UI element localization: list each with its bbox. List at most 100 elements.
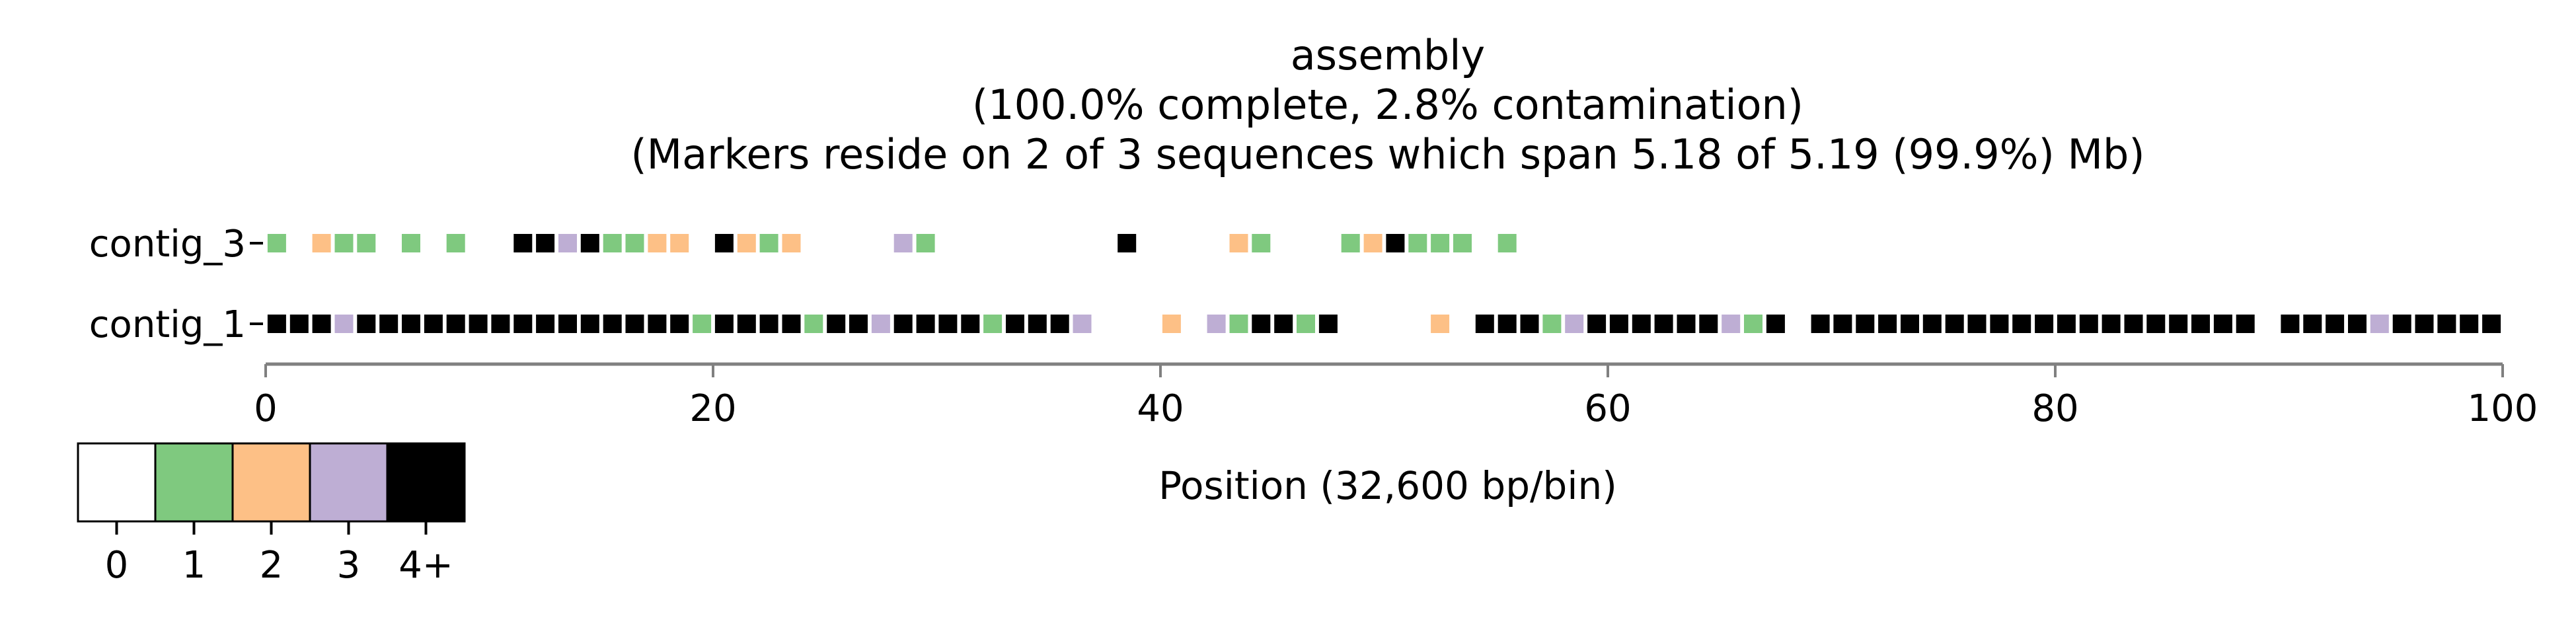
marker-cell-contig_1-bin-16 — [625, 315, 644, 333]
marker-cell-contig_3-bin-52 — [1431, 234, 1450, 252]
marker-cell-contig_3-bin-18 — [670, 234, 689, 252]
marker-cell-contig_1-bin-42 — [1207, 315, 1226, 333]
x-tick-label-80: 80 — [2031, 387, 2078, 430]
marker-cell-contig_1-bin-71 — [1856, 315, 1875, 333]
marker-cell-contig_3-bin-38 — [1118, 234, 1137, 252]
marker-cell-contig_1-bin-36 — [1073, 315, 1092, 333]
marker-cell-contig_1-bin-91 — [2303, 315, 2322, 333]
marker-cell-contig_1-bin-3 — [334, 315, 354, 333]
marker-cell-contig_1-bin-21 — [737, 315, 756, 333]
marker-cell-contig_1-bin-32 — [983, 315, 1003, 333]
marker-cell-contig_1-bin-28 — [893, 315, 913, 333]
marker-cell-contig_3-bin-20 — [714, 234, 734, 252]
marker-cell-contig_1-bin-77 — [1990, 315, 2009, 333]
marker-cell-contig_3-bin-51 — [1408, 234, 1427, 252]
marker-cell-contig_1-bin-73 — [1901, 315, 1919, 333]
marker-cell-contig_1-bin-92 — [2326, 315, 2345, 333]
y-tick-label-contig_3: contig_3 — [89, 223, 246, 266]
legend-swatch-3 — [309, 442, 389, 523]
marker-cell-contig_3-bin-6 — [402, 234, 420, 252]
marker-cell-contig_1-bin-54 — [1475, 315, 1494, 333]
marker-cell-contig_1-bin-80 — [2057, 315, 2076, 333]
marker-cell-contig_1-bin-96 — [2415, 315, 2434, 333]
marker-cell-contig_1-bin-64 — [1699, 315, 1718, 333]
marker-cell-contig_1-bin-93 — [2348, 315, 2367, 333]
marker-cell-contig_1-bin-40 — [1162, 315, 1181, 333]
marker-cell-contig_3-bin-43 — [1229, 234, 1248, 252]
x-tick-label-40: 40 — [1137, 387, 1184, 430]
marker-cell-contig_1-bin-69 — [1811, 315, 1830, 333]
marker-cell-contig_1-bin-19 — [693, 315, 712, 333]
marker-cell-contig_1-bin-15 — [603, 315, 622, 333]
marker-cell-contig_1-bin-95 — [2392, 315, 2411, 333]
marker-cell-contig_3-bin-2 — [312, 234, 331, 252]
legend-label-0: 0 — [105, 544, 129, 587]
marker-cell-contig_1-bin-97 — [2437, 315, 2456, 333]
marker-cell-contig_1-bin-88 — [2236, 315, 2255, 333]
marker-cell-contig_3-bin-44 — [1252, 234, 1271, 252]
marker-cell-contig_1-bin-94 — [2370, 315, 2389, 333]
marker-cell-contig_1-bin-5 — [379, 315, 398, 333]
marker-cell-contig_1-bin-18 — [670, 315, 689, 333]
marker-cell-contig_1-bin-55 — [1497, 315, 1517, 333]
marker-cell-contig_1-bin-63 — [1677, 315, 1696, 333]
marker-cell-contig_3-bin-23 — [782, 234, 801, 252]
marker-cell-contig_1-bin-25 — [827, 315, 846, 333]
marker-cell-contig_1-bin-70 — [1833, 315, 1852, 333]
marker-cell-contig_1-bin-47 — [1318, 315, 1338, 333]
marker-cell-contig_1-bin-58 — [1565, 315, 1584, 333]
marker-cell-contig_3-bin-12 — [536, 234, 555, 252]
color-legend: 0 1 2 3 4+ — [77, 442, 466, 587]
marker-cell-contig_3-bin-28 — [893, 234, 913, 252]
chart-subtitle-markers: (Markers reside on 2 of 3 sequences whic… — [630, 130, 2144, 178]
chart-title: assembly — [1291, 31, 1485, 79]
marker-cell-contig_3-bin-50 — [1386, 234, 1405, 252]
legend-swatch-1 — [154, 442, 234, 523]
marker-cell-contig_1-bin-75 — [1945, 315, 1964, 333]
marker-cell-contig_3-bin-17 — [648, 234, 667, 252]
marker-cell-contig_3-bin-48 — [1341, 234, 1360, 252]
marker-cell-contig_1-bin-59 — [1587, 315, 1607, 333]
marker-cell-contig_1-bin-60 — [1609, 315, 1628, 333]
marker-cell-contig_1-bin-22 — [759, 315, 778, 333]
marker-cell-contig_3-bin-3 — [334, 234, 354, 252]
legend-label-3: 3 — [337, 544, 361, 587]
marker-cell-contig_1-bin-81 — [2079, 315, 2098, 333]
marker-cell-contig_3-bin-22 — [759, 234, 778, 252]
marker-cell-contig_1-bin-62 — [1654, 315, 1673, 333]
marker-cell-contig_1-bin-84 — [2146, 315, 2166, 333]
marker-cell-contig_1-bin-78 — [2012, 315, 2031, 333]
marker-cell-contig_1-bin-1 — [289, 315, 309, 333]
x-axis-label: Position (32,600 bp/bin) — [1158, 463, 1617, 508]
marker-cell-contig_3-bin-16 — [625, 234, 644, 252]
legend-swatch-2 — [231, 442, 311, 523]
marker-cell-contig_1-bin-74 — [1922, 315, 1942, 333]
chart-title-group: assembly (100.0% complete, 2.8% contamin… — [630, 31, 2144, 178]
legend-label-4+: 4+ — [398, 544, 453, 587]
marker-cell-contig_3-bin-11 — [513, 234, 533, 252]
marker-cell-contig_1-bin-2 — [312, 315, 331, 333]
marker-cell-contig_1-bin-79 — [2035, 315, 2054, 333]
marker-cell-contig_1-bin-9 — [469, 315, 488, 333]
x-tick-label-0: 0 — [254, 387, 278, 430]
x-tick-label-60: 60 — [1584, 387, 1631, 430]
marker-cell-contig_1-bin-14 — [580, 315, 599, 333]
marker-cell-contig_3-bin-29 — [916, 234, 935, 252]
marker-cell-contig_1-bin-46 — [1297, 315, 1315, 333]
marker-cell-contig_1-bin-82 — [2102, 315, 2121, 333]
marker-cell-contig_1-bin-45 — [1274, 315, 1293, 333]
marker-cell-contig_1-bin-23 — [782, 315, 801, 333]
marker-cell-contig_1-bin-61 — [1632, 315, 1651, 333]
x-axis: 0 20 40 60 80 100 — [254, 362, 2538, 430]
marker-cell-contig_1-bin-65 — [1722, 315, 1741, 333]
marker-cell-contig_1-bin-6 — [402, 315, 420, 333]
marker-cell-contig_1-bin-8 — [446, 315, 465, 333]
marker-cell-contig_1-bin-4 — [357, 315, 376, 333]
marker-cell-contig_1-bin-90 — [2281, 315, 2300, 333]
marker-cell-contig_3-bin-0 — [267, 234, 286, 252]
marker-cell-contig_3-bin-55 — [1497, 234, 1517, 252]
marker-cell-contig_1-bin-44 — [1252, 315, 1271, 333]
marker-cell-contig_3-bin-8 — [446, 234, 465, 252]
marker-cell-contig_3-bin-15 — [603, 234, 622, 252]
